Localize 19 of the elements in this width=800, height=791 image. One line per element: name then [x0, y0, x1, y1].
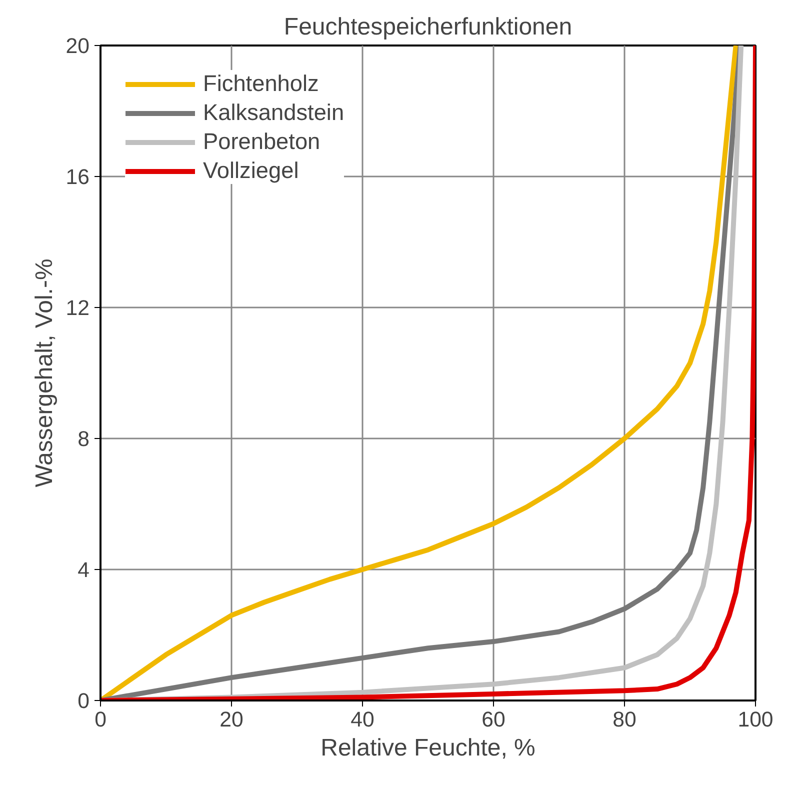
x-axis-title: Relative Feuchte, %: [320, 734, 536, 762]
y-tick-label: 12: [66, 296, 90, 320]
chart-title: Feuchtespeicherfunktionen: [284, 14, 572, 40]
x-tick-label: 40: [350, 708, 374, 732]
x-tick-label: 60: [482, 708, 506, 732]
x-tick-label: 0: [94, 708, 107, 732]
legend-label: Kalksandstein: [203, 99, 344, 126]
x-tick-label: 100: [738, 708, 774, 732]
x-tick-label: 20: [220, 708, 244, 732]
legend-label: Fichtenholz: [203, 70, 319, 97]
legend-label: Vollziegel: [203, 157, 299, 184]
y-tick-label: 4: [78, 558, 90, 582]
legend-label: Porenbeton: [203, 128, 320, 155]
y-tick-label: 8: [78, 427, 90, 451]
y-axis-title: Wassergehalt, Vol.-%: [30, 258, 58, 488]
y-tick-label: 20: [66, 34, 90, 58]
y-tick-label: 16: [66, 165, 90, 189]
y-tick-label: 0: [78, 689, 90, 713]
x-tick-label: 80: [612, 708, 636, 732]
